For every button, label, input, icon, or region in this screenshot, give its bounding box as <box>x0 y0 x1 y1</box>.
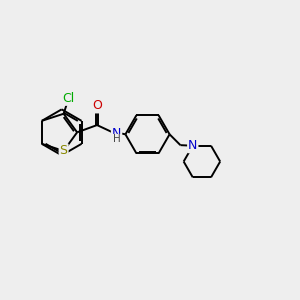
Text: H: H <box>113 134 121 144</box>
Text: S: S <box>60 144 68 158</box>
Text: N: N <box>188 139 197 152</box>
Text: Cl: Cl <box>62 92 75 105</box>
Text: N: N <box>112 127 121 140</box>
Text: O: O <box>92 99 102 112</box>
